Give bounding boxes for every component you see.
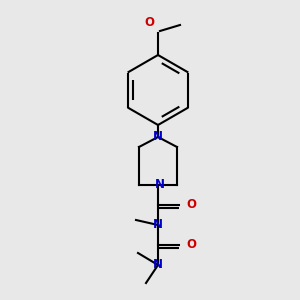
- Text: N: N: [153, 130, 163, 142]
- Text: N: N: [153, 218, 163, 232]
- Text: O: O: [144, 16, 154, 29]
- Text: N: N: [153, 259, 163, 272]
- Text: O: O: [186, 199, 196, 212]
- Text: N: N: [155, 178, 165, 191]
- Text: O: O: [186, 238, 196, 251]
